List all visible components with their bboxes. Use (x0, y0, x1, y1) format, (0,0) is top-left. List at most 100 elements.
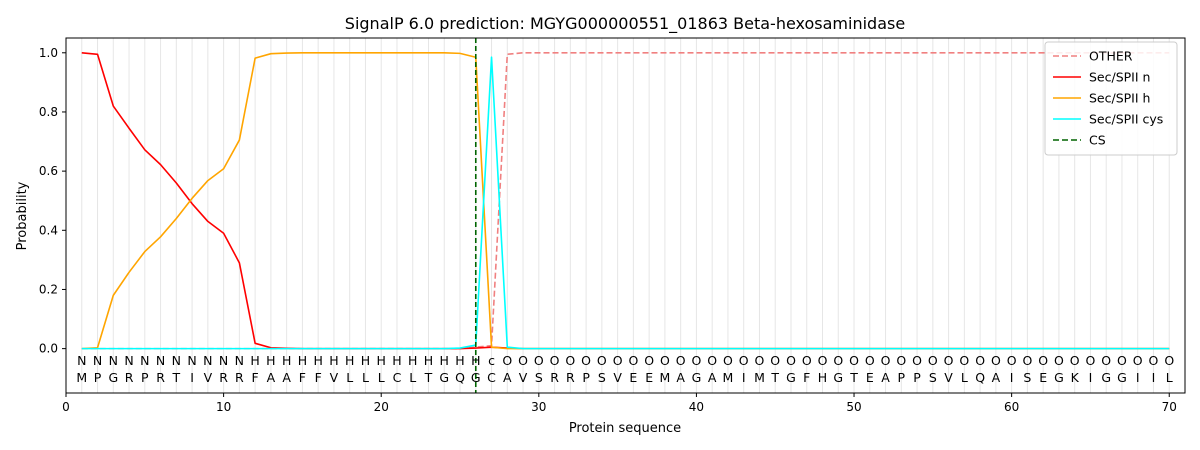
y-tick-label: 1.0 (39, 46, 58, 60)
residue-label: E (629, 370, 637, 385)
residue-label: E (645, 370, 653, 385)
residue-label: F (803, 370, 810, 385)
x-tick-label: 70 (1162, 400, 1177, 414)
chart-title: SignalP 6.0 prediction: MGYG000000551_01… (345, 14, 905, 34)
plot-frame (65, 37, 1186, 394)
residue-label: R (125, 370, 134, 385)
residue-label: V (330, 370, 339, 385)
residue-label: P (94, 370, 102, 385)
legend-box (1044, 41, 1178, 156)
residue-label: M (660, 370, 671, 385)
region-label: H (313, 353, 322, 368)
region-label: O (881, 353, 891, 368)
legend-label: CS (1089, 133, 1106, 148)
residue-label: G (1101, 370, 1111, 385)
region-label: N (172, 353, 181, 368)
residue-label: I (1010, 370, 1014, 385)
region-label: N (124, 353, 133, 368)
residue-label: G (786, 370, 796, 385)
residue-label: M (754, 370, 765, 385)
region-label: O (1164, 353, 1174, 368)
legend-label: Sec/SPII h (1089, 91, 1150, 106)
residue-label: F (299, 370, 306, 385)
region-label: O (755, 353, 765, 368)
residue-label: L (362, 370, 369, 385)
region-label: O (518, 353, 528, 368)
region-label: O (1007, 353, 1017, 368)
x-tick-label: 40 (689, 400, 704, 414)
residue-label: M (76, 370, 87, 385)
region-label: O (676, 353, 686, 368)
region-label: O (723, 353, 733, 368)
residue-label: P (582, 370, 590, 385)
residue-label: T (770, 370, 779, 385)
region-label: O (1054, 353, 1064, 368)
residue-label: V (204, 370, 213, 385)
region-label: O (896, 353, 906, 368)
region-label: O (818, 353, 828, 368)
residue-label: R (156, 370, 165, 385)
x-tick-label: 0 (62, 400, 70, 414)
series-line-3 (81, 56, 1170, 350)
residue-label: T (849, 370, 858, 385)
residue-label: Q (455, 370, 465, 385)
region-label: H (392, 353, 401, 368)
series-line-1 (81, 51, 1170, 350)
region-label: c (488, 353, 495, 368)
residue-label: A (992, 370, 1001, 385)
region-label: H (266, 353, 275, 368)
region-label: O (802, 353, 812, 368)
region-label: O (928, 353, 938, 368)
x-tick-label: 50 (846, 400, 861, 414)
residue-label: P (141, 370, 149, 385)
residue-label: H (818, 370, 827, 385)
residue-label: G (692, 370, 702, 385)
region-label: O (707, 353, 717, 368)
residue-label: G (1117, 370, 1127, 385)
residue-label: R (235, 370, 244, 385)
residue-label: L (409, 370, 416, 385)
y-tick-label: 0.2 (39, 282, 58, 296)
legend-label: Sec/SPII cys (1089, 112, 1163, 127)
residue-label: A (676, 370, 685, 385)
region-label: N (109, 353, 118, 368)
axes: 0 10 20 30 40 50 60 70 0.0 0.2 0.4 0.6 0.8 1.0 (39, 37, 1186, 414)
y-tick-label: 0.6 (39, 164, 58, 178)
region-label: N (77, 353, 86, 368)
legend: OTHER Sec/SPII n Sec/SPII h Sec/SPII cys CS (1044, 41, 1178, 156)
region-label: O (550, 353, 560, 368)
residue-label: P (913, 370, 921, 385)
residue-label: S (598, 370, 606, 385)
region-label: H (329, 353, 338, 368)
residue-label: L (961, 370, 968, 385)
legend-label: Sec/SPII n (1089, 70, 1150, 85)
plot-area (81, 38, 1170, 393)
residue-label: G (108, 370, 118, 385)
series-line-2 (81, 51, 1170, 350)
residue-label: C (393, 370, 402, 385)
y-tick-label: 0.0 (39, 342, 58, 356)
region-label: N (187, 353, 196, 368)
region-label: O (660, 353, 670, 368)
region-label: O (581, 353, 591, 368)
residue-label: T (424, 370, 433, 385)
y-tick-label: 0.8 (39, 105, 58, 119)
residue-label: G (439, 370, 449, 385)
residue-label: G (1054, 370, 1064, 385)
residue-label: C (487, 370, 496, 385)
region-label: O (959, 353, 969, 368)
region-label: O (786, 353, 796, 368)
region-label: O (597, 353, 607, 368)
residue-label: R (219, 370, 228, 385)
region-label: O (1101, 353, 1111, 368)
residue-label: A (881, 370, 890, 385)
region-label: O (628, 353, 638, 368)
sequence-labels: NMNPNGNRNPNRNTNINVNRNRHFHAHAHFHFHVHLHLHL… (76, 353, 1174, 385)
residue-label: R (566, 370, 575, 385)
region-label: H (250, 353, 259, 368)
region-label: O (1022, 353, 1032, 368)
region-label: H (361, 353, 370, 368)
region-label: O (534, 353, 544, 368)
region-label: H (471, 353, 480, 368)
